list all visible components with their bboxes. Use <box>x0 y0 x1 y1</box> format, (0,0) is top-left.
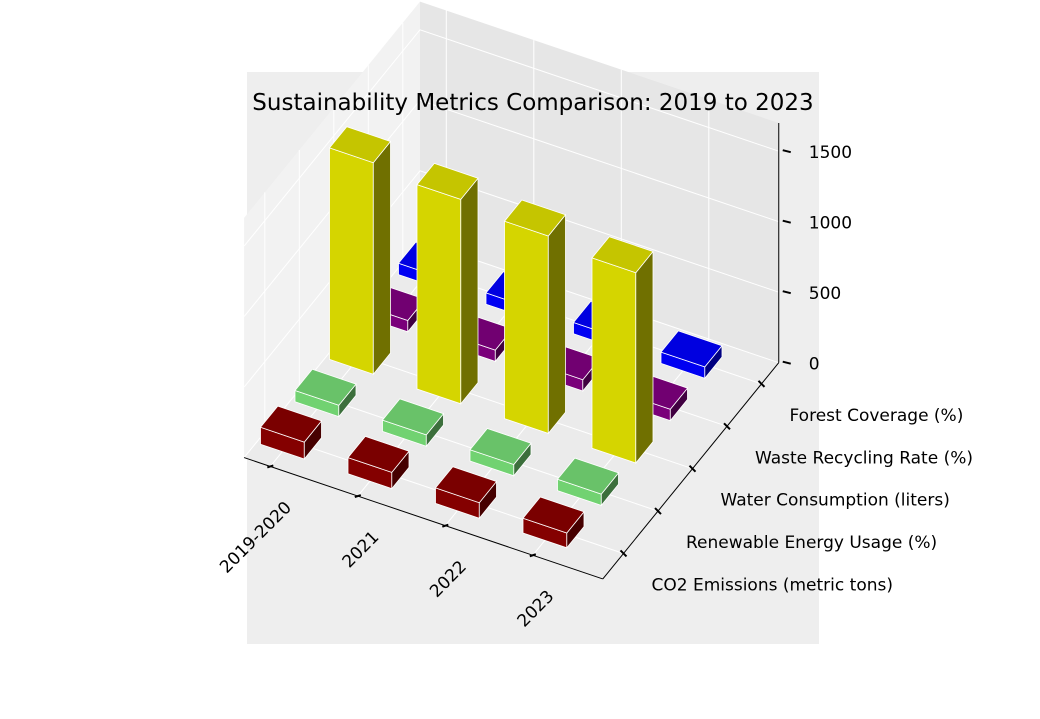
y-tick <box>723 422 731 430</box>
bar-co2-emissions-metric-tons--0 <box>259 405 323 461</box>
bar-top-face <box>416 162 479 200</box>
y-tick <box>619 549 628 558</box>
bar-top-face <box>434 466 498 504</box>
chart-title: Sustainability Metrics Comparison: 2019 … <box>252 90 813 116</box>
bar-top-face <box>294 368 357 406</box>
bar-top-face <box>259 405 323 443</box>
z-tick <box>782 149 791 154</box>
y-tick-label: CO2 Emissions (metric tons) <box>652 575 893 595</box>
x-tick <box>266 464 274 469</box>
bar-side-face <box>635 250 654 465</box>
bar-front-face <box>591 257 637 464</box>
z-tick-label: 1000 <box>809 214 852 234</box>
y-tick-label: Renewable Energy Usage (%) <box>686 533 937 553</box>
y-tick-label: Forest Coverage (%) <box>790 406 964 426</box>
bar-front-face <box>329 147 374 375</box>
bar-water-consumption-liters--2 <box>503 199 567 435</box>
bar-top-face <box>591 236 654 274</box>
bar-top-face <box>381 398 445 436</box>
z-grid-line <box>243 170 779 388</box>
y-tick <box>688 464 697 473</box>
bar-top-face <box>522 496 585 534</box>
bar-co2-emissions-metric-tons--3 <box>522 496 585 549</box>
bar-water-consumption-liters--1 <box>416 162 479 405</box>
z-tick-label: 1500 <box>809 143 852 163</box>
bar-renewable-energy-usage--1 <box>381 398 445 448</box>
y-tick <box>757 380 766 388</box>
bar-top-face <box>503 199 567 237</box>
bar-renewable-energy-usage--3 <box>556 457 620 507</box>
y-axis-line <box>602 362 780 580</box>
z-tick-label: 0 <box>809 355 820 375</box>
y-tick-label: Water Consumption (liters) <box>721 491 950 511</box>
z-tick <box>782 360 791 365</box>
bar-front-face <box>504 220 549 434</box>
z-tick <box>782 219 791 224</box>
bar-renewable-energy-usage--0 <box>294 368 357 418</box>
bar-side-face <box>460 177 479 405</box>
z-grid-line <box>243 29 779 247</box>
y-tick <box>654 507 662 515</box>
bar-co2-emissions-metric-tons--1 <box>347 435 410 490</box>
bar-top-face <box>328 126 392 164</box>
bar-co2-emissions-metric-tons--2 <box>434 466 498 520</box>
bar-renewable-energy-usage--2 <box>469 428 532 477</box>
bar-top-face <box>469 428 532 465</box>
bar-front-face <box>416 184 462 405</box>
x-tick <box>529 553 537 558</box>
bars <box>259 126 723 549</box>
y-tick-label: Waste Recycling Rate (%) <box>755 448 973 468</box>
back-pane <box>420 1 779 363</box>
bar-top-face <box>556 457 620 495</box>
bar-water-consumption-liters--3 <box>591 236 654 465</box>
z-tick <box>782 290 791 295</box>
x-axis-line <box>243 457 603 580</box>
z-grid-line <box>243 99 779 317</box>
axis-lines <box>243 122 791 580</box>
x-tick <box>441 523 449 528</box>
bar-side-face <box>547 213 566 435</box>
x-tick <box>354 494 362 498</box>
bar-top-face <box>660 330 723 368</box>
bar-top-face <box>347 435 410 473</box>
z-tick-label: 500 <box>809 284 841 304</box>
bar-water-consumption-liters--0 <box>328 126 392 376</box>
bar-side-face <box>372 140 391 376</box>
bar-forest-coverage--3 <box>660 330 723 380</box>
